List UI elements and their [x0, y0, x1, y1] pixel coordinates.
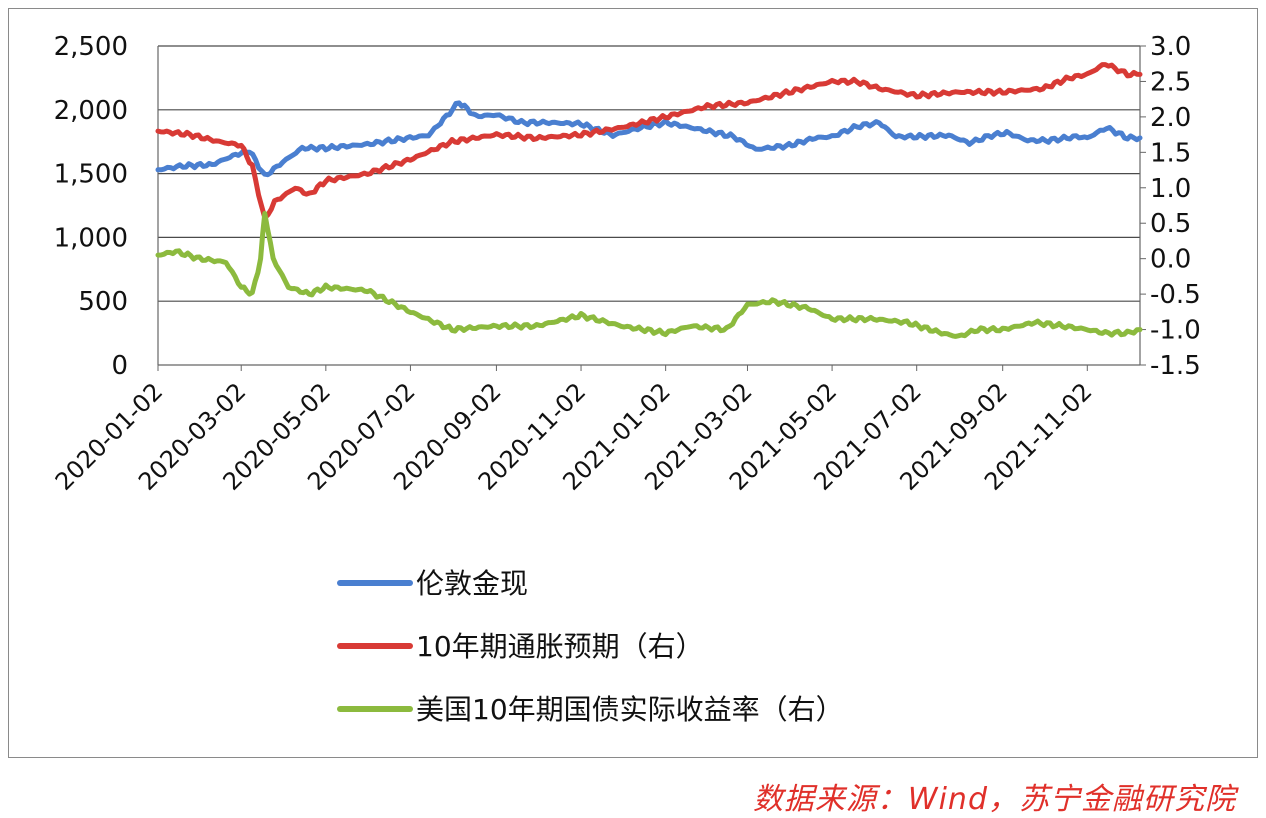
legend-label-1: 伦敦金现: [416, 567, 528, 600]
series-line-3: [155, 211, 1143, 339]
right-y-tick-label: 1.0: [1150, 174, 1191, 204]
series-line-2: [155, 62, 1143, 221]
legend: 伦敦金现 10年期通胀预期（右） 美国10年期国债实际收益率（右）: [337, 567, 844, 726]
right-y-tick-label: -1.0: [1150, 316, 1201, 346]
right-y-tick-label: 2.5: [1150, 67, 1191, 97]
right-y-tick-label: 2.0: [1150, 103, 1191, 133]
right-y-tick-label: 1.5: [1150, 138, 1191, 168]
left-y-tick-label: 1,500: [54, 160, 128, 190]
source-note: 数据来源：Wind，苏宁金融研究院: [752, 782, 1236, 817]
left-y-tick-label: 0: [111, 351, 128, 381]
right-y-tick-label: -0.5: [1150, 280, 1201, 310]
right-y-tick-label: 0.5: [1150, 209, 1191, 239]
legend-label-3: 美国10年期国债实际收益率（右）: [416, 693, 844, 726]
left-y-tick-label: 500: [78, 287, 128, 317]
legend-label-2: 10年期通胀预期（右）: [416, 630, 704, 663]
right-y-tick-label: 0.0: [1150, 245, 1191, 275]
series-line-1: [155, 100, 1143, 178]
right-y-tick-label: -1.5: [1150, 351, 1201, 381]
series-layer: [155, 62, 1143, 339]
left-y-tick-label: 1,000: [54, 223, 128, 253]
left-y-tick-label: 2,500: [54, 32, 128, 62]
right-y-tick-label: 3.0: [1150, 32, 1191, 62]
grid: [158, 45, 1140, 302]
left-y-tick-label: 2,000: [54, 96, 128, 126]
chart-frame: [8, 8, 1258, 758]
